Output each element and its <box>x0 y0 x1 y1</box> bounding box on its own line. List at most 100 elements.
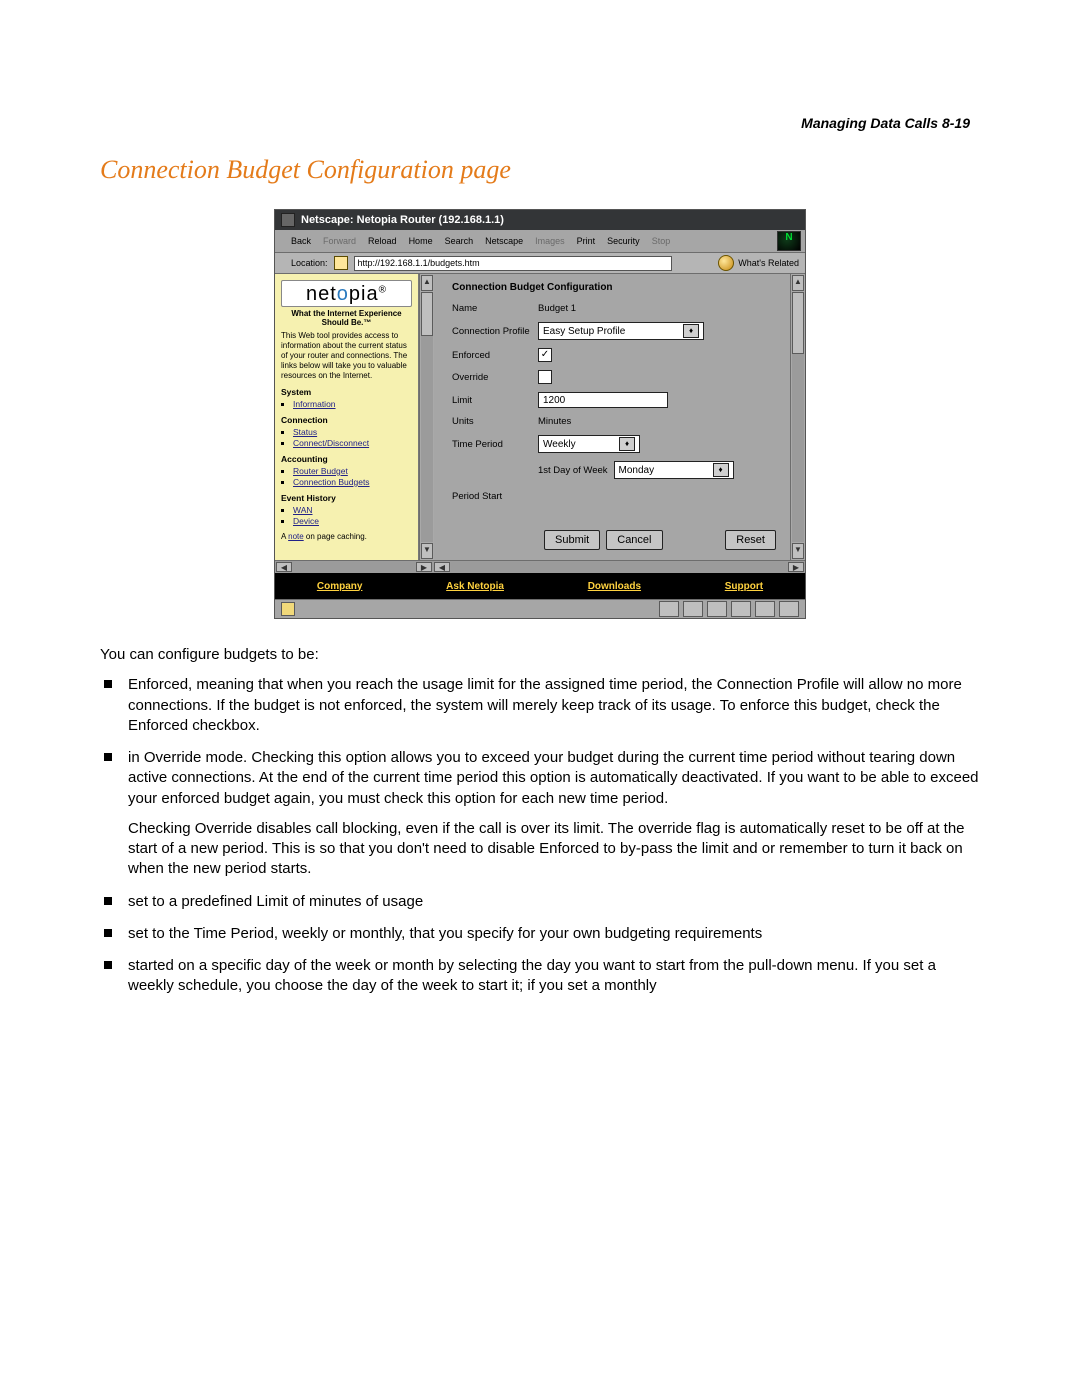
form-panel: Connection Budget Configuration Name Bud… <box>434 274 790 560</box>
sidebar-link[interactable]: Router Budget <box>293 466 348 476</box>
chevron-down-icon: ♦ <box>713 463 729 477</box>
location-bar: Location: http://192.168.1.1/budgets.htm… <box>275 253 805 274</box>
window-title: Netscape: Netopia Router (192.168.1.1) <box>301 214 504 226</box>
related-icon <box>718 255 734 271</box>
footer-link[interactable]: Company <box>317 581 363 592</box>
scroll-up-icon[interactable]: ▲ <box>792 275 804 291</box>
units-label: Units <box>452 416 538 427</box>
sidebar-hscroll[interactable]: ◀▶ <box>275 560 433 573</box>
limit-input[interactable]: 1200 <box>538 392 668 408</box>
sidebar-link[interactable]: Status <box>293 427 317 437</box>
footer-link[interactable]: Downloads <box>588 581 641 592</box>
sidebar-section-title: Connection <box>281 415 412 425</box>
status-icon[interactable] <box>683 601 703 617</box>
sidebar-item[interactable]: Device <box>293 516 412 526</box>
sidebar-link[interactable]: Information <box>293 399 336 409</box>
sidebar-item[interactable]: WAN <box>293 505 412 515</box>
footer-link[interactable]: Support <box>725 581 763 592</box>
chevron-down-icon: ♦ <box>683 324 699 338</box>
page-title: Connection Budget Configuration page <box>100 155 980 185</box>
footer-links: Company Ask Netopia Downloads Support <box>275 573 805 599</box>
reset-button[interactable]: Reset <box>725 530 776 550</box>
toolbar-stop: Stop <box>652 236 671 246</box>
submit-button[interactable]: Submit <box>544 530 600 550</box>
sidebar-section-title: Event History <box>281 493 412 503</box>
connection-profile-select[interactable]: Easy Setup Profile ♦ <box>538 322 704 340</box>
units-value: Minutes <box>538 416 571 427</box>
footer-link[interactable]: Ask Netopia <box>446 581 504 592</box>
sidebar: netopia® What the Internet Experience Sh… <box>275 274 419 560</box>
status-bar <box>275 599 805 618</box>
lock-icon <box>281 602 295 616</box>
url-input[interactable]: http://192.168.1.1/budgets.htm <box>354 256 672 271</box>
scroll-up-icon[interactable]: ▲ <box>421 275 433 291</box>
toolbar-home[interactable]: Home <box>409 236 433 246</box>
sidebar-section-title: Accounting <box>281 454 412 464</box>
scroll-down-icon[interactable]: ▼ <box>792 543 804 559</box>
sidebar-item[interactable]: Connection Budgets <box>293 477 412 487</box>
toolbar-print[interactable]: Print <box>577 236 596 246</box>
location-bookmark-icon[interactable] <box>334 256 348 270</box>
name-value: Budget 1 <box>538 303 576 314</box>
toolbar-forward: Forward <box>323 236 356 246</box>
whats-related-button[interactable]: What's Related <box>718 255 799 271</box>
body-bullet-sub: Checking Override disables call blocking… <box>128 819 980 880</box>
whats-related-label: What's Related <box>738 258 799 268</box>
scroll-thumb[interactable] <box>792 292 804 354</box>
time-period-label: Time Period <box>452 439 538 450</box>
scroll-down-icon[interactable]: ▼ <box>421 543 433 559</box>
toolbar-reload[interactable]: Reload <box>368 236 397 246</box>
time-period-select[interactable]: Weekly ♦ <box>538 435 640 453</box>
cache-note-link[interactable]: note <box>288 532 304 541</box>
sidebar-link[interactable]: Connect/Disconnect <box>293 438 369 448</box>
body-intro: You can configure budgets to be: <box>100 645 980 665</box>
first-day-label: 1st Day of Week <box>538 465 608 476</box>
limit-label: Limit <box>452 395 538 406</box>
sidebar-section-title: System <box>281 387 412 397</box>
status-icon[interactable] <box>755 601 775 617</box>
name-label: Name <box>452 303 538 314</box>
toolbar-search[interactable]: Search <box>445 236 474 246</box>
first-day-select[interactable]: Monday ♦ <box>614 461 734 479</box>
window-close-icon[interactable] <box>281 213 295 227</box>
body-text: You can configure budgets to be: Enforce… <box>100 645 980 997</box>
status-icon[interactable] <box>659 601 679 617</box>
enforced-label: Enforced <box>452 350 538 361</box>
body-bullet: started on a specific day of the week or… <box>100 956 980 997</box>
screenshot: Netscape: Netopia Router (192.168.1.1) B… <box>274 209 806 619</box>
override-checkbox[interactable] <box>538 370 552 384</box>
sidebar-link[interactable]: Connection Budgets <box>293 477 370 487</box>
toolbar-netscape[interactable]: Netscape <box>485 236 523 246</box>
enforced-checkbox[interactable]: ✓ <box>538 348 552 362</box>
status-icon[interactable] <box>779 601 799 617</box>
body-bullet: Enforced, meaning that when you reach th… <box>100 675 980 736</box>
sidebar-link[interactable]: WAN <box>293 505 313 515</box>
connection-profile-label: Connection Profile <box>452 326 538 337</box>
location-label: Location: <box>291 258 328 268</box>
logo-tagline: What the Internet Experience Should Be.™ <box>281 309 412 327</box>
sidebar-scrollbar[interactable]: ▲ ▼ <box>419 274 434 560</box>
sidebar-blurb: This Web tool provides access to informa… <box>281 331 412 381</box>
main-hscroll[interactable]: ◀▶ <box>433 560 805 573</box>
form-heading: Connection Budget Configuration <box>452 282 776 293</box>
sidebar-link[interactable]: Device <box>293 516 319 526</box>
sidebar-item[interactable]: Connect/Disconnect <box>293 438 412 448</box>
body-bullet: in Override mode. Checking this option a… <box>100 748 980 880</box>
toolbar-security[interactable]: Security <box>607 236 640 246</box>
running-head: Managing Data Calls 8-19 <box>801 115 970 131</box>
override-label: Override <box>452 372 538 383</box>
sidebar-item[interactable]: Status <box>293 427 412 437</box>
status-icon[interactable] <box>707 601 727 617</box>
scroll-thumb[interactable] <box>421 292 433 336</box>
sidebar-item[interactable]: Router Budget <box>293 466 412 476</box>
toolbar-back[interactable]: Back <box>291 236 311 246</box>
toolbar-images: Images <box>535 236 565 246</box>
sidebar-item[interactable]: Information <box>293 399 412 409</box>
status-icon[interactable] <box>731 601 751 617</box>
body-bullet: set to a predefined Limit of minutes of … <box>100 892 980 912</box>
window-title-bar: Netscape: Netopia Router (192.168.1.1) <box>275 210 805 230</box>
browser-toolbar: Back Forward Reload Home Search Netscape Image… <box>275 230 805 253</box>
main-scrollbar[interactable]: ▲ ▼ <box>790 274 805 560</box>
cancel-button[interactable]: Cancel <box>606 530 662 550</box>
netopia-logo: netopia® <box>281 280 412 307</box>
